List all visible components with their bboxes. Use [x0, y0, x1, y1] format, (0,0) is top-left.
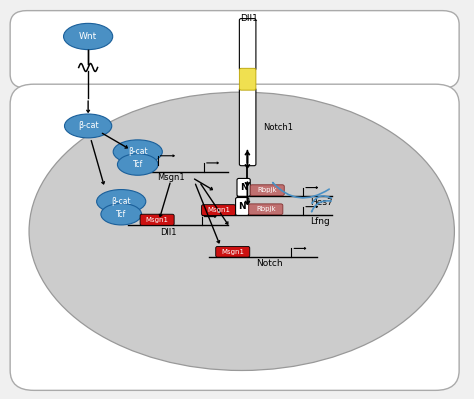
Text: N: N	[240, 183, 247, 192]
Text: N: N	[238, 202, 246, 211]
Text: β-cat: β-cat	[111, 197, 131, 206]
FancyBboxPatch shape	[10, 84, 459, 390]
Text: Rbpjk: Rbpjk	[257, 187, 277, 193]
Ellipse shape	[29, 92, 455, 371]
FancyBboxPatch shape	[249, 204, 283, 215]
Text: Rbpjk: Rbpjk	[256, 206, 276, 212]
FancyBboxPatch shape	[239, 88, 256, 166]
Text: Dll1: Dll1	[240, 14, 258, 23]
FancyBboxPatch shape	[236, 198, 249, 215]
Text: Wnt: Wnt	[79, 32, 97, 41]
Text: Lfng: Lfng	[310, 217, 330, 226]
Text: Msgn1: Msgn1	[221, 249, 244, 255]
Ellipse shape	[64, 24, 113, 49]
FancyBboxPatch shape	[201, 205, 236, 215]
FancyBboxPatch shape	[250, 185, 284, 196]
Ellipse shape	[97, 190, 146, 213]
Text: Msgn1: Msgn1	[146, 217, 169, 223]
FancyArrowPatch shape	[311, 201, 331, 211]
Text: Hes7: Hes7	[310, 198, 333, 207]
Text: Msgn1: Msgn1	[157, 173, 185, 182]
Text: Dll1: Dll1	[160, 227, 177, 237]
Text: Notch: Notch	[256, 259, 283, 269]
FancyBboxPatch shape	[140, 214, 174, 225]
Ellipse shape	[64, 114, 112, 138]
FancyArrowPatch shape	[273, 183, 329, 198]
FancyBboxPatch shape	[239, 68, 256, 90]
FancyArrowPatch shape	[312, 196, 331, 203]
FancyBboxPatch shape	[239, 19, 256, 70]
FancyBboxPatch shape	[10, 11, 459, 88]
FancyBboxPatch shape	[216, 247, 250, 257]
Text: Msgn1: Msgn1	[207, 207, 230, 213]
Ellipse shape	[118, 154, 158, 175]
Ellipse shape	[101, 203, 142, 225]
Ellipse shape	[113, 140, 162, 164]
Text: β-cat: β-cat	[128, 147, 147, 156]
Text: Notch1: Notch1	[263, 123, 293, 132]
FancyBboxPatch shape	[237, 178, 250, 196]
Text: Tcf: Tcf	[133, 160, 143, 169]
Text: Tcf: Tcf	[116, 210, 127, 219]
Text: β-cat: β-cat	[78, 121, 99, 130]
